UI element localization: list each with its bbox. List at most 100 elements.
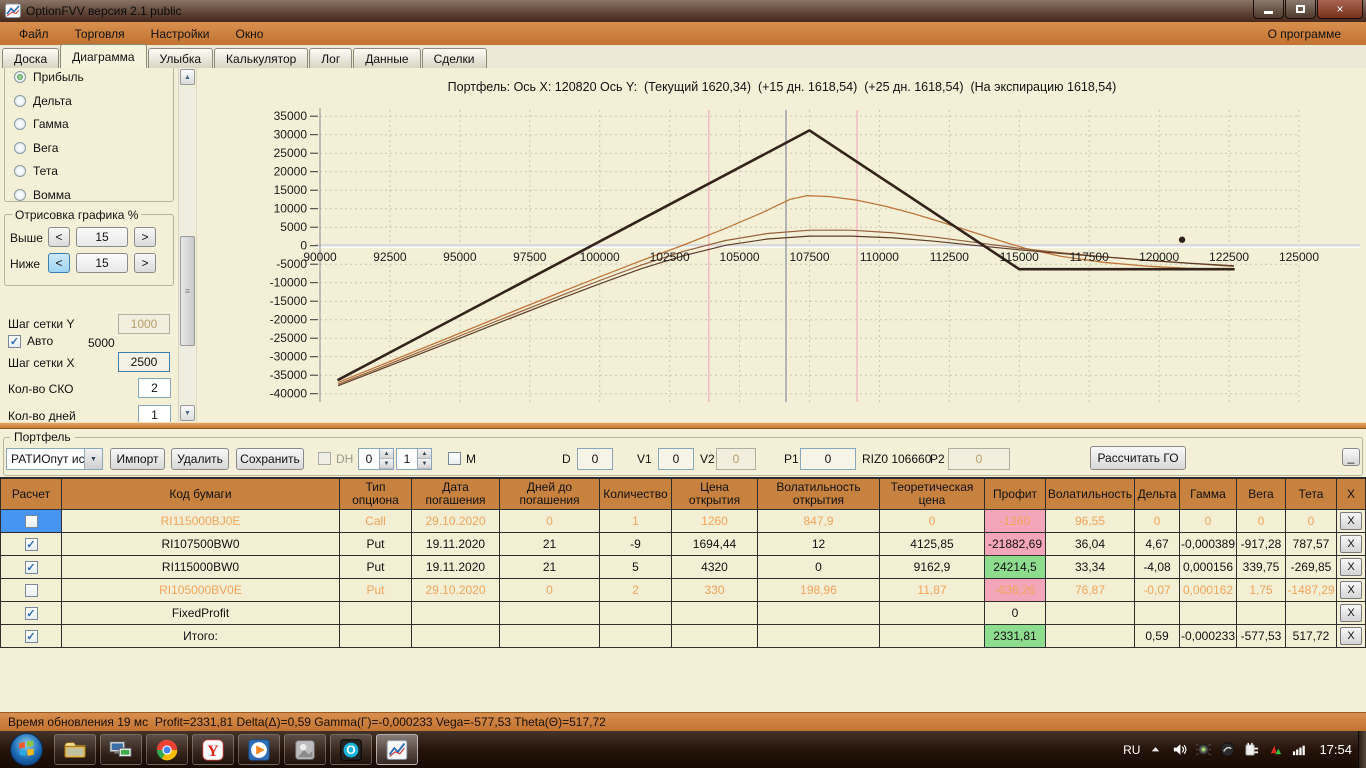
delete-row-button[interactable]: X — [1340, 627, 1362, 645]
column-header[interactable]: Цена открытия — [672, 479, 758, 509]
v1-field[interactable]: 0 — [658, 448, 694, 470]
column-header[interactable]: Тета — [1286, 479, 1337, 509]
column-header[interactable]: Количество — [600, 479, 672, 509]
tab-diagram[interactable]: Диаграмма — [60, 44, 147, 68]
dh-step-spinner[interactable]: 0 ▲ ▼ — [358, 448, 394, 470]
column-header[interactable]: Дней до погашения — [500, 479, 600, 509]
row-checkbox[interactable]: ✓ — [24, 537, 38, 551]
delete-row-button[interactable]: X — [1340, 558, 1362, 576]
clock[interactable]: 17:54 — [1319, 742, 1352, 757]
column-header[interactable]: Дельта — [1135, 479, 1180, 509]
maximize-button[interactable] — [1285, 0, 1316, 19]
below-increment-button[interactable]: > — [134, 253, 156, 273]
menu-about[interactable]: О программе — [1267, 26, 1341, 41]
menu-window[interactable]: Окно — [235, 26, 264, 41]
dh-checkbox[interactable] — [318, 452, 331, 465]
menu-settings[interactable]: Настройки — [150, 26, 210, 41]
below-value-field[interactable]: 15 — [76, 253, 128, 273]
taskbar-app-remote-desktop[interactable] — [100, 734, 142, 765]
taskbar-app-chrome[interactable] — [146, 734, 188, 765]
auto-checkbox[interactable]: ✓ — [8, 334, 21, 348]
taskbar-app-yandex-browser[interactable]: Y — [192, 734, 234, 765]
tab-smile[interactable]: Улыбка — [147, 48, 214, 68]
delete-row-button[interactable]: X — [1340, 512, 1362, 530]
column-header[interactable]: Дата погашения — [412, 479, 500, 509]
tab-data[interactable]: Данные — [353, 48, 421, 68]
antivirus-icon[interactable] — [1195, 741, 1212, 758]
tab-log[interactable]: Лог — [309, 48, 353, 68]
radio-profit[interactable]: Прибыль — [14, 70, 84, 84]
row-checkbox[interactable] — [24, 514, 38, 528]
tray-expand-icon[interactable] — [1147, 741, 1164, 758]
delete-row-button[interactable]: X — [1340, 581, 1362, 599]
tab-board[interactable]: Доска — [2, 48, 60, 68]
row-select-cell[interactable] — [0, 579, 62, 601]
radio-theta[interactable]: Тета — [14, 164, 58, 178]
grid-step-x-field[interactable]: 2500 — [118, 352, 170, 372]
network-activity-icon[interactable] — [1267, 741, 1284, 758]
tab-calculator[interactable]: Калькулятор — [214, 48, 309, 68]
taskbar-app-media-player[interactable] — [238, 734, 280, 765]
above-increment-button[interactable]: > — [134, 227, 156, 247]
power-plug-icon[interactable] — [1243, 741, 1260, 758]
p1-field[interactable]: 0 — [800, 448, 856, 470]
days-count-field[interactable]: 1 — [138, 405, 171, 422]
scroll-up-button[interactable]: ▲ — [180, 69, 195, 85]
column-header[interactable]: Волатильность — [1046, 479, 1135, 509]
language-indicator[interactable]: RU — [1123, 742, 1141, 757]
radio-gamma[interactable]: Гамма — [14, 117, 69, 131]
delete-button[interactable]: Удалить — [171, 448, 229, 470]
dh-count-spinner[interactable]: 1 ▲ ▼ — [396, 448, 432, 470]
collapse-button[interactable]: _ — [1342, 448, 1360, 466]
horizontal-splitter[interactable] — [0, 422, 1366, 429]
radio-vomma[interactable]: Вомма — [14, 188, 71, 202]
spinner-down-icon[interactable]: ▼ — [418, 459, 431, 469]
menu-file[interactable]: Файл — [19, 26, 49, 41]
column-header[interactable]: Гамма — [1180, 479, 1237, 509]
row-checkbox[interactable]: ✓ — [24, 629, 38, 643]
taskbar-app-opera[interactable]: O — [330, 734, 372, 765]
show-desktop-button[interactable] — [1358, 731, 1366, 768]
row-checkbox[interactable]: ✓ — [24, 606, 38, 620]
row-select-cell[interactable]: ✓ — [0, 602, 62, 624]
column-header[interactable]: Теоретическая цена — [880, 479, 985, 509]
close-button[interactable]: × — [1317, 0, 1363, 19]
taskbar-app-photo-viewer[interactable] — [284, 734, 326, 765]
row-checkbox[interactable] — [24, 583, 38, 597]
import-button[interactable]: Импорт — [110, 448, 165, 470]
radio-delta[interactable]: Дельта — [14, 94, 72, 108]
radio-vega[interactable]: Вега — [14, 141, 58, 155]
below-decrement-button[interactable]: < — [48, 253, 70, 273]
utility-icon[interactable] — [1219, 741, 1236, 758]
spinner-up-icon[interactable]: ▲ — [418, 449, 431, 459]
column-header[interactable]: Расчет — [0, 479, 62, 509]
row-select-cell[interactable]: ✓ — [0, 556, 62, 578]
row-select-cell[interactable]: ✓ — [0, 533, 62, 555]
column-header[interactable]: Вега — [1237, 479, 1286, 509]
spinner-down-icon[interactable]: ▼ — [380, 459, 393, 469]
column-header[interactable]: Код бумаги — [62, 479, 340, 509]
sko-count-field[interactable]: 2 — [138, 378, 171, 398]
column-header[interactable]: Волатильность открытия — [758, 479, 880, 509]
strategy-combobox[interactable]: РАТИОпут исп ▼ — [6, 448, 103, 470]
row-select-cell[interactable] — [0, 510, 62, 532]
signal-bars-icon[interactable] — [1291, 741, 1308, 758]
above-decrement-button[interactable]: < — [48, 227, 70, 247]
spinner-up-icon[interactable]: ▲ — [380, 449, 393, 459]
scrollbar-thumb[interactable]: ≡ — [180, 236, 195, 346]
delete-row-button[interactable]: X — [1340, 535, 1362, 553]
volume-icon[interactable] — [1171, 741, 1188, 758]
column-header[interactable]: X — [1337, 479, 1366, 509]
taskbar-app-optionfvv[interactable] — [376, 734, 418, 765]
calculate-go-button[interactable]: Рассчитать ГО — [1090, 446, 1186, 470]
minimize-button[interactable] — [1253, 0, 1284, 19]
above-value-field[interactable]: 15 — [76, 227, 128, 247]
save-button[interactable]: Сохранить — [236, 448, 304, 470]
row-checkbox[interactable]: ✓ — [24, 560, 38, 574]
row-select-cell[interactable]: ✓ — [0, 625, 62, 647]
tab-trades[interactable]: Сделки — [421, 48, 487, 68]
taskbar-app-explorer[interactable] — [54, 734, 96, 765]
delete-row-button[interactable]: X — [1340, 604, 1362, 622]
m-checkbox[interactable] — [448, 452, 461, 465]
panel-scrollbar[interactable]: ▲ ≡ ▼ — [178, 68, 195, 422]
